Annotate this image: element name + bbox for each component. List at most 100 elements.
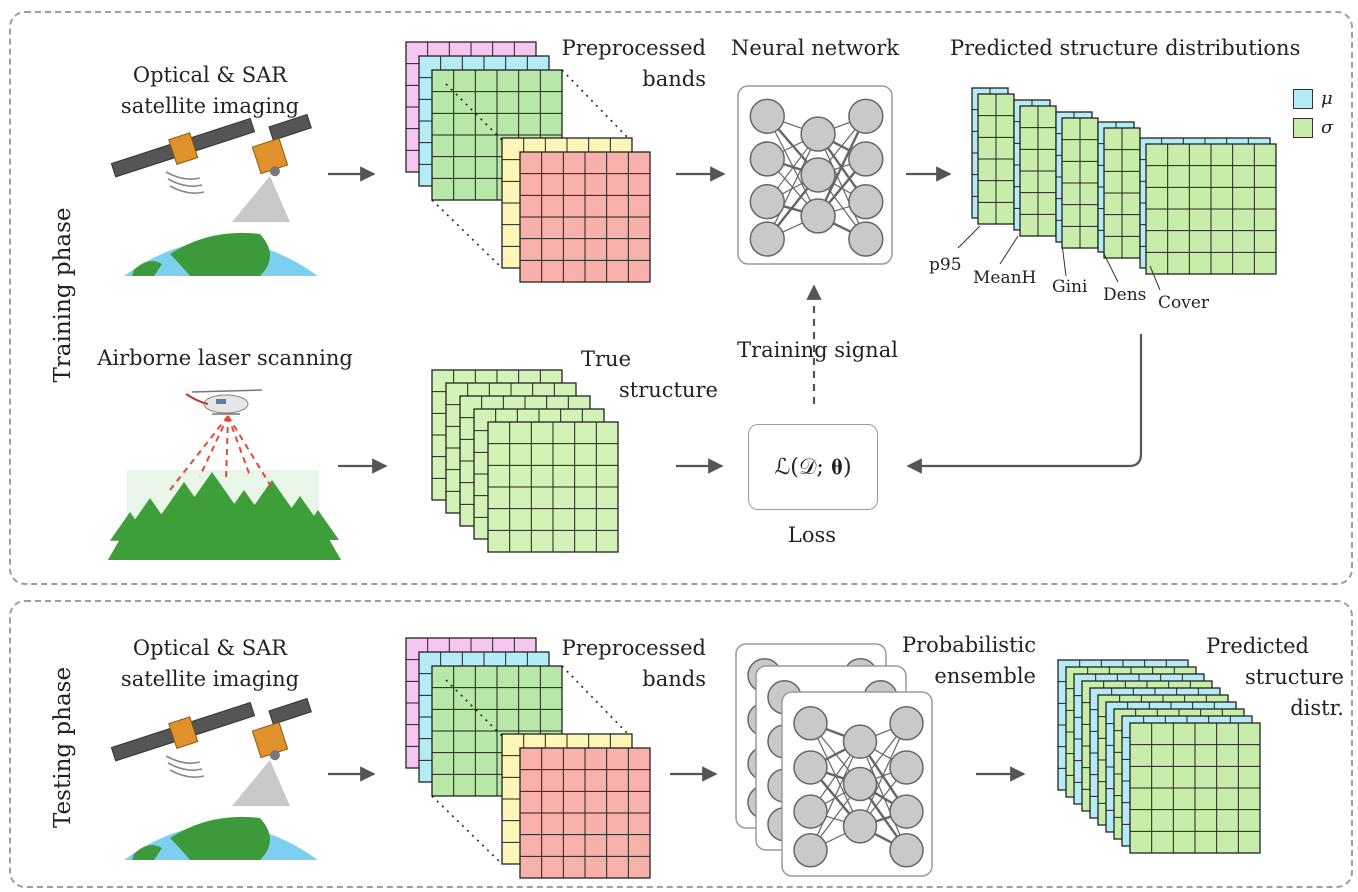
arrow-predictions-to-loss <box>906 334 1143 474</box>
predicted-metric-cover <box>1139 137 1277 275</box>
neural-network-node-2-1 <box>800 116 836 152</box>
optical-sar-title-train: Optical & SAR satellite imaging <box>120 63 300 118</box>
neural-network-edge <box>766 133 819 240</box>
true-structure-layer-5 <box>487 421 619 553</box>
ensemble-net-front <box>781 691 933 877</box>
train-signal-arc-2 <box>167 178 203 187</box>
train-signal-arc-1 <box>165 171 201 180</box>
train-satellite-1 <box>110 117 256 178</box>
neural-network <box>737 85 893 265</box>
training-signal-label: Training signal <box>737 338 898 362</box>
train-satellite-scene <box>110 113 318 276</box>
legend-sigma-swatch <box>1293 117 1313 138</box>
ensemble-net-front-node-1-2 <box>793 750 828 785</box>
metric-leader-1 <box>957 225 981 249</box>
metric-label-dens: Dens <box>1103 285 1147 305</box>
test-band-red <box>519 747 651 879</box>
test-earth-land <box>170 816 270 860</box>
ensemble-net-front-node-2-3 <box>842 809 878 844</box>
airborne-scene <box>107 389 342 560</box>
loss-formula: ℒ(𝒟; 𝛉) <box>774 454 852 480</box>
neural-network-node-2-2 <box>800 157 836 193</box>
ensemble-title: Probabilistic ensemble <box>901 633 1036 688</box>
metric-leader-2 <box>999 235 1019 265</box>
ensemble-net-front-node-1-4 <box>793 832 828 868</box>
test-satellite-2 <box>251 697 312 761</box>
predicted-metric-gini <box>1055 111 1099 249</box>
ensemble-net-front-node-3-3 <box>889 794 924 829</box>
legend-sigma: σ <box>1293 117 1333 138</box>
metric-sigma-layer-2 <box>1019 105 1057 237</box>
ensemble-net-front-edge <box>859 723 908 827</box>
helicopter <box>185 389 263 415</box>
predicted-metric-dens <box>1097 121 1141 259</box>
ensemble-net-front-edge <box>809 741 861 851</box>
train-signal-arc-3 <box>169 185 205 194</box>
predicted-test-layer-10 <box>1129 722 1261 854</box>
metric-label-p95: p95 <box>929 255 962 275</box>
test-zoom-line-top <box>561 665 629 735</box>
metric-sigma-layer-1 <box>977 93 1015 225</box>
ensemble-net-front-node-1-3 <box>793 794 828 829</box>
metric-sigma-layer-4 <box>1103 127 1141 259</box>
loss-label: Loss <box>787 523 837 547</box>
laser-beam-5 <box>227 415 273 489</box>
training-phase-frame <box>9 11 1353 585</box>
neural-network-title: Neural network <box>730 36 900 60</box>
ensemble-net-front-node-3-2 <box>889 750 924 785</box>
train-earth-land-2 <box>132 261 162 276</box>
tree-8 <box>294 510 342 560</box>
ensemble-net-front-node-2-2 <box>842 766 878 802</box>
metric-label-meanh: MeanH <box>973 268 1037 288</box>
train-earth-land <box>170 232 270 276</box>
test-preprocessed-bands <box>405 637 651 879</box>
neural-network-node-3-2 <box>848 141 884 177</box>
optical-sar-title-test: Optical & SAR satellite imaging <box>120 636 300 691</box>
train-zoom-line-bottom <box>431 199 503 269</box>
train-satellite-2 <box>251 113 312 177</box>
laser-beam-1 <box>169 415 229 491</box>
true-structure-stack <box>431 369 619 553</box>
preprocessed-bands-title-test: Preprocessed bands <box>561 636 706 691</box>
true-structure-title: True structure <box>581 347 718 402</box>
legend-sigma-label: σ <box>1321 117 1334 138</box>
metric-label-cover: Cover <box>1158 293 1210 313</box>
legend-mu-label: μ <box>1321 88 1333 109</box>
metric-leader-3 <box>1061 243 1067 277</box>
neural-network-node-3-4 <box>848 221 884 257</box>
test-zoom-line-bottom <box>431 795 503 865</box>
train-preprocessed-bands <box>405 41 651 283</box>
laser-beam-2 <box>199 415 229 477</box>
metric-sigma-layer-5 <box>1145 143 1277 275</box>
test-satellite-scene <box>110 697 318 860</box>
ensemble-net-front-node-2-1 <box>842 724 878 759</box>
legend-mu: μ <box>1293 88 1333 109</box>
preprocessed-bands-title-train: Preprocessed bands <box>561 36 706 91</box>
test-satellite-1 <box>110 701 256 762</box>
airborne-title: Airborne laser scanning <box>97 346 353 370</box>
metric-leader-4 <box>1103 253 1119 283</box>
neural-network-node-2-3 <box>800 198 836 234</box>
ensemble-net-front-node-1-1 <box>793 706 828 741</box>
legend-mu-swatch <box>1293 88 1313 109</box>
neural-network-node-1-2 <box>749 141 785 177</box>
ensemble-net-front-node-3-1 <box>889 706 924 741</box>
predicted-metric-p95 <box>971 87 1015 225</box>
test-signal-arc-3 <box>169 769 205 778</box>
predicted-metric-meanh <box>1013 99 1057 237</box>
neural-network-node-1-4 <box>749 221 785 257</box>
metric-leader-5 <box>1149 265 1161 291</box>
loss-function-box: ℒ(𝒟; 𝛉) <box>748 424 878 510</box>
predicted-test-title: Predicted structure distr. <box>1206 634 1344 720</box>
test-signal-arc-1 <box>165 755 201 764</box>
predicted-distributions-title: Predicted structure distributions <box>950 36 1301 60</box>
neural-network-edge <box>816 115 867 217</box>
neural-network-node-3-1 <box>848 98 884 134</box>
train-scan-cone <box>232 176 290 222</box>
test-scan-cone <box>232 760 290 806</box>
test-signal-arc-2 <box>167 762 203 771</box>
metric-label-gini: Gini <box>1052 277 1088 297</box>
neural-network-node-1-3 <box>749 184 785 220</box>
metric-sigma-layer-3 <box>1061 117 1099 249</box>
